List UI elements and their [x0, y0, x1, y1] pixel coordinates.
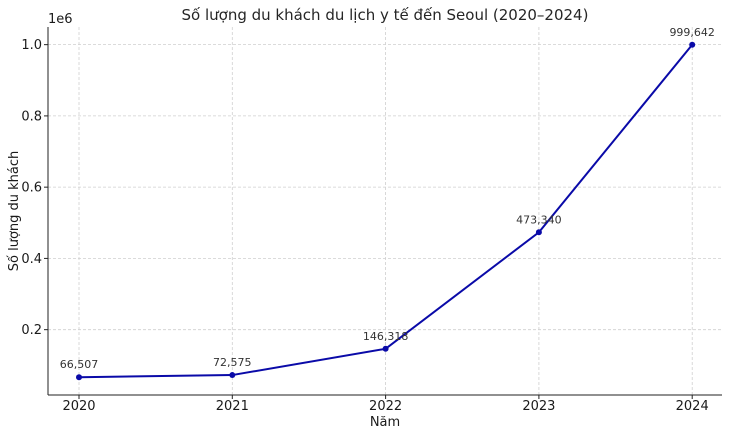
x-axis-label: Năm [370, 415, 400, 430]
x-tick-label: 2021 [216, 399, 249, 414]
data-label: 473,340 [516, 213, 562, 226]
y-scale-label: 1e6 [48, 12, 73, 27]
data-label: 999,642 [669, 26, 715, 39]
x-tick-label: 2020 [62, 399, 95, 414]
x-tick-label: 2023 [522, 399, 555, 414]
y-tick-label: 0.2 [21, 323, 42, 338]
y-tick-label: 0.8 [21, 109, 42, 124]
data-point [689, 41, 696, 48]
y-tick-label: 0.4 [21, 252, 42, 267]
data-point [535, 229, 542, 236]
y-axis-label: Số lượng du khách [7, 151, 22, 272]
data-point [229, 372, 236, 379]
data-label: 146,318 [363, 330, 409, 343]
grid [48, 27, 722, 395]
data-point [76, 374, 82, 381]
series [76, 41, 696, 381]
y-tick-label: 1.0 [21, 38, 42, 53]
data-labels: 66,507 72,575 146,318 473,340 999,642 [60, 26, 715, 371]
data-label: 66,507 [60, 358, 99, 371]
y-tick-label: 0.6 [21, 181, 42, 196]
chart-title: Số lượng du khách du lịch y tế đến Seoul… [182, 6, 589, 24]
data-label: 72,575 [213, 356, 252, 369]
x-tick-label: 2022 [369, 399, 402, 414]
axes: 0.2 0.4 0.6 0.8 1.0 2020 2021 2022 2023 2024 [21, 27, 722, 414]
data-point [382, 345, 389, 352]
x-tick-label: 2024 [676, 399, 709, 414]
